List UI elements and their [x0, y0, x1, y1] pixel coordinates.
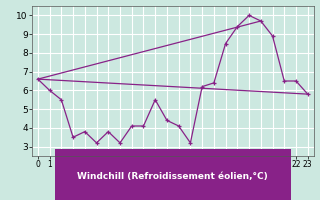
X-axis label: Windchill (Refroidissement éolien,°C): Windchill (Refroidissement éolien,°C) — [77, 172, 268, 181]
